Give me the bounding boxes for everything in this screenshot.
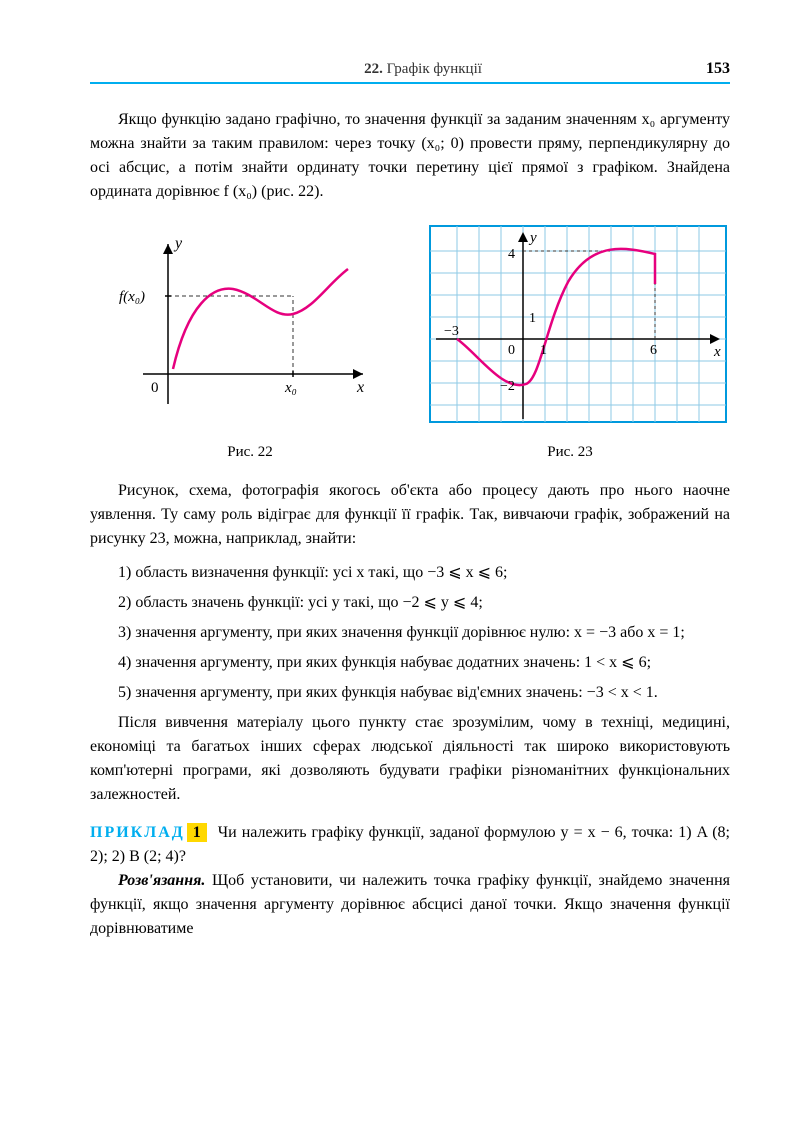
example-solution: Розв'язання. Щоб установити, чи належить… [90,869,730,941]
svg-text:−3: −3 [444,324,459,339]
svg-text:4: 4 [508,247,515,262]
paragraph-2: Рисунок, схема, фотографія якогось об'єк… [90,479,730,551]
svg-text:f(x₀): f(x₀) [119,289,145,305]
fig23-svg: y x 0 −3 1 6 4 1 −2 [428,224,728,424]
figure-22: y x 0 x₀ f(x₀) [90,224,395,414]
page-number: 153 [706,60,730,78]
list-item-5: 5) значення аргументу, при яких функція … [90,681,730,705]
svg-text:0: 0 [151,380,159,396]
example-1: ПРИКЛАД1 Чи належить графіку функції, за… [90,821,730,869]
svg-text:1: 1 [529,311,536,326]
example-label: ПРИКЛАД [90,824,185,841]
svg-text:1: 1 [540,343,547,358]
list-item-4: 4) значення аргументу, при яких функція … [90,651,730,675]
svg-text:y: y [528,230,537,246]
page-header: 22. Графік функції 153 [90,60,730,84]
svg-text:0: 0 [508,343,515,358]
solution-label: Розв'язання. [118,872,205,889]
figure-captions: Рис. 22 Рис. 23 [90,434,730,479]
caption-22: Рис. 22 [90,444,410,461]
example-question: Чи належить графіку функції, заданої фор… [90,824,730,865]
svg-text:6: 6 [650,343,657,358]
figure-23: y x 0 −3 1 6 4 1 −2 [425,224,730,424]
intro-paragraph: Якщо функцію задано графічно, то значенн… [90,108,730,204]
list-item-3: 3) значення аргументу, при яких значення… [90,621,730,645]
example-number: 1 [187,823,207,842]
svg-text:x₀: x₀ [284,380,297,396]
figures-row: y x 0 x₀ f(x₀) [90,224,730,424]
section-title: 22. Графік функції [140,61,706,78]
paragraph-3: Після вивчення матеріалу цього пункту ст… [90,711,730,807]
caption-23: Рис. 23 [410,444,730,461]
svg-text:x: x [713,344,721,360]
svg-text:x: x [356,379,364,396]
svg-text:y: y [173,235,183,252]
list-item-2: 2) область значень функції: усі y такі, … [90,591,730,615]
fig22-svg: y x 0 x₀ f(x₀) [113,224,373,414]
svg-text:−2: −2 [500,379,515,394]
list-item-1: 1) область визначення функції: усі x так… [90,561,730,585]
